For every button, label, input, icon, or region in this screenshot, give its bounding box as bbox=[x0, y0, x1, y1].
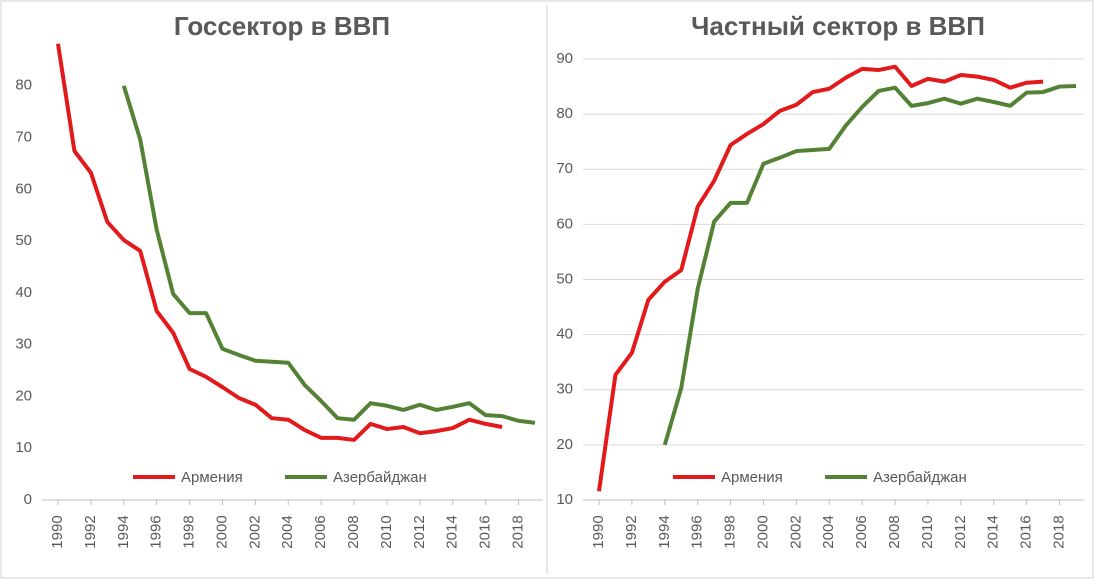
x-tick-label: 1992 bbox=[623, 515, 640, 548]
series-line bbox=[597, 64, 1044, 492]
y-tick-label: 70 bbox=[556, 160, 573, 177]
x-tick-label: 2018 bbox=[510, 515, 527, 548]
x-tick-label: 2016 bbox=[1018, 515, 1035, 548]
x-tick-label: 2004 bbox=[279, 515, 296, 548]
y-tick-label: 40 bbox=[15, 284, 32, 301]
chart-title: Частный сектор в ВВП bbox=[691, 11, 985, 41]
x-tick-label: 2000 bbox=[754, 515, 771, 548]
x-tick-label: 2008 bbox=[345, 515, 362, 548]
y-tick-label: 0 bbox=[24, 491, 32, 508]
x-tick-label: 1996 bbox=[689, 515, 706, 548]
x-tick-label: 2000 bbox=[213, 515, 230, 548]
x-tick-label: 1998 bbox=[181, 515, 198, 548]
y-tick-label: 90 bbox=[556, 50, 573, 67]
x-tick-label: 2014 bbox=[444, 515, 461, 548]
x-tick-label: 2002 bbox=[246, 515, 263, 548]
y-tick-label: 30 bbox=[15, 336, 32, 353]
y-tick-label: 10 bbox=[15, 439, 32, 456]
series-line bbox=[662, 84, 1077, 446]
x-tick-label: 2018 bbox=[1051, 515, 1068, 548]
y-tick-label: 50 bbox=[15, 232, 32, 249]
legend-label: Азербайджан bbox=[873, 469, 967, 486]
x-tick-label: 1996 bbox=[148, 515, 165, 548]
x-tick-label: 1994 bbox=[656, 515, 673, 548]
x-tick-label: 2004 bbox=[820, 515, 837, 548]
x-tick-label: 2010 bbox=[919, 515, 936, 548]
x-tick-label: 2014 bbox=[985, 515, 1002, 548]
x-tick-label: 2010 bbox=[378, 515, 395, 548]
x-tick-label: 2016 bbox=[477, 515, 494, 548]
x-tick-label: 2006 bbox=[853, 515, 870, 548]
x-tick-label: 1990 bbox=[590, 515, 607, 548]
x-tick-label: 2008 bbox=[886, 515, 903, 548]
x-tick-label: 2002 bbox=[787, 515, 804, 548]
x-tick-label: 1990 bbox=[49, 515, 66, 548]
y-tick-label: 80 bbox=[556, 105, 573, 122]
y-tick-label: 20 bbox=[556, 436, 573, 453]
legend-label: Армения bbox=[721, 469, 783, 486]
y-tick-label: 50 bbox=[556, 270, 573, 287]
legend-label: Армения bbox=[181, 469, 243, 486]
y-tick-label: 70 bbox=[15, 129, 32, 146]
x-tick-label: 2012 bbox=[952, 515, 969, 548]
chart-title: Госсектор в ВВП bbox=[174, 11, 390, 41]
y-tick-label: 20 bbox=[15, 387, 32, 404]
y-tick-label: 60 bbox=[556, 215, 573, 232]
y-tick-label: 30 bbox=[556, 381, 573, 398]
y-tick-label: 80 bbox=[15, 77, 32, 94]
legend-label: Азербайджан bbox=[333, 469, 427, 486]
x-tick-label: 2012 bbox=[411, 515, 428, 548]
x-tick-label: 2006 bbox=[312, 515, 329, 548]
x-tick-label: 1992 bbox=[82, 515, 99, 548]
x-tick-label: 1994 bbox=[115, 515, 132, 548]
series-line bbox=[56, 43, 503, 442]
y-tick-label: 10 bbox=[556, 491, 573, 508]
x-tick-label: 1998 bbox=[722, 515, 739, 548]
y-tick-label: 40 bbox=[556, 326, 573, 343]
series-line bbox=[121, 85, 536, 425]
y-tick-label: 60 bbox=[15, 180, 32, 197]
